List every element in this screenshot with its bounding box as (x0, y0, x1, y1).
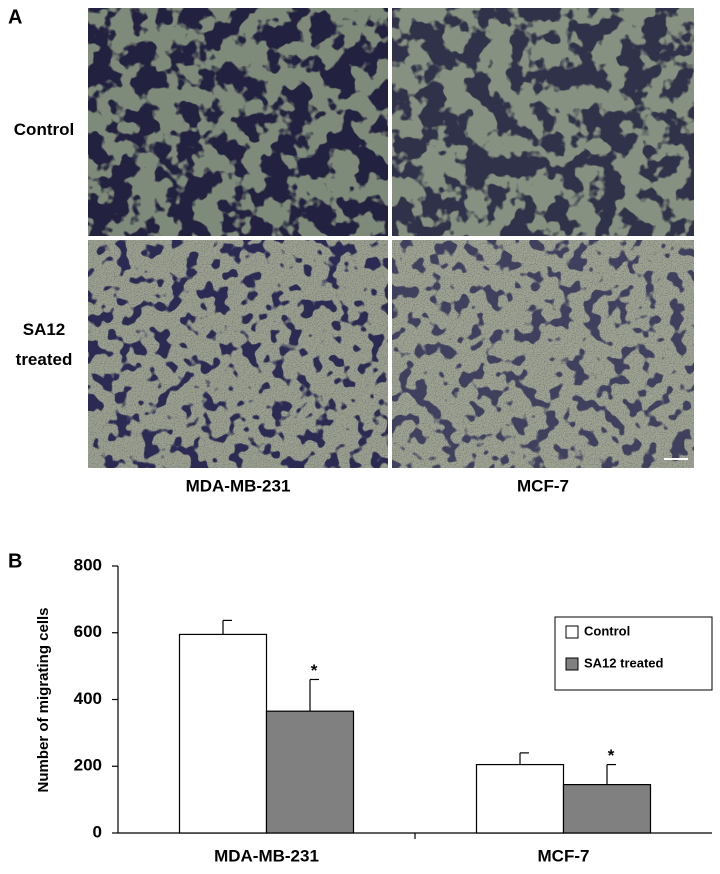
x-tick-label: MCF-7 (538, 846, 590, 865)
bar (265, 710, 355, 834)
row-label: Control (13, 120, 75, 139)
legend-box (554, 616, 713, 691)
x-tick-label: MDA-MB-231 (214, 846, 319, 865)
bar (178, 633, 268, 834)
y-axis-title: Number of migrating cells (35, 607, 52, 792)
y-tick-label: 600 (74, 622, 102, 641)
y-tick-label: 200 (74, 756, 102, 775)
legend-label: Control (584, 623, 630, 638)
bar (562, 784, 652, 834)
legend-swatch (565, 657, 579, 671)
panel-label: A (8, 6, 22, 28)
micrographs (88, 8, 694, 468)
panel-label: B (8, 550, 22, 572)
y-tick-label: 400 (74, 689, 102, 708)
row-label: SA12 treated (15, 320, 73, 369)
legend-swatch (565, 625, 579, 639)
bar-chart: 0 200 400 600 800 MDA-MB-231 * MCF-7 * Control SA1… (74, 555, 713, 865)
column-label: MCF-7 (517, 476, 569, 495)
y-tick-label: 0 (93, 822, 102, 841)
y-tick-label: 800 (74, 555, 102, 574)
significance-marker: * (311, 661, 318, 680)
legend-label: SA12 treated (584, 655, 664, 670)
significance-marker: * (608, 746, 615, 765)
column-label: MDA-MB-231 (186, 476, 291, 495)
bar (475, 763, 565, 834)
